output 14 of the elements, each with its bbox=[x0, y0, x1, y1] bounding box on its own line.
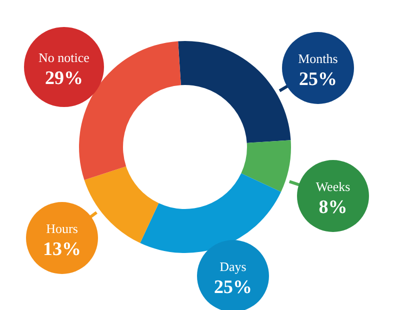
slice-label: Weeks bbox=[316, 179, 350, 194]
slice-label: Days bbox=[220, 259, 246, 274]
slice-label: No notice bbox=[38, 50, 90, 65]
data-label: 25% bbox=[214, 277, 252, 298]
slice-label: Months bbox=[298, 51, 338, 66]
donut-slice bbox=[241, 140, 291, 192]
donut-slice bbox=[178, 41, 291, 143]
data-label: 8% bbox=[318, 197, 348, 218]
donut-slice bbox=[84, 166, 159, 244]
data-label: 13% bbox=[43, 239, 81, 260]
data-label: 25% bbox=[299, 69, 337, 90]
data-label: 29% bbox=[45, 68, 83, 89]
slice-label: Hours bbox=[46, 221, 78, 236]
donut-slice bbox=[140, 173, 282, 253]
